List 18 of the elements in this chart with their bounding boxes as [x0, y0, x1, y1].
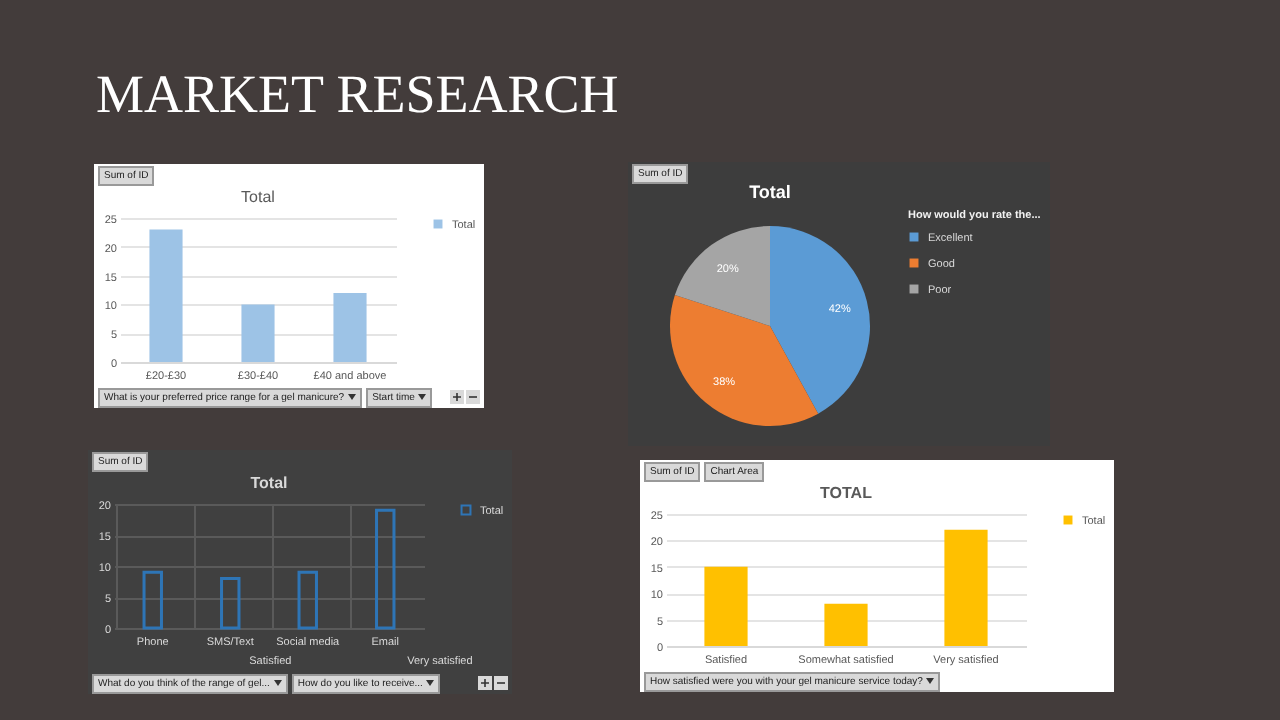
bar: [220, 576, 241, 630]
bar: [297, 570, 318, 630]
pie-slice: [770, 226, 870, 414]
text: MARKET RESEARCH: [96, 64, 619, 126]
pie-slice: [670, 295, 819, 426]
bar: [824, 603, 868, 646]
chart-title: TOTAL: [820, 484, 873, 502]
bar: [333, 292, 367, 362]
chart-title: Total: [250, 474, 288, 492]
chart-title: Total: [749, 182, 791, 202]
bar: [241, 304, 275, 362]
bar: [704, 566, 748, 646]
chart-title: Total: [241, 188, 276, 206]
bar: [944, 529, 988, 646]
bar: [142, 570, 163, 630]
bar: [149, 229, 183, 362]
pie-slice: [674, 226, 770, 326]
bar: [375, 508, 396, 630]
